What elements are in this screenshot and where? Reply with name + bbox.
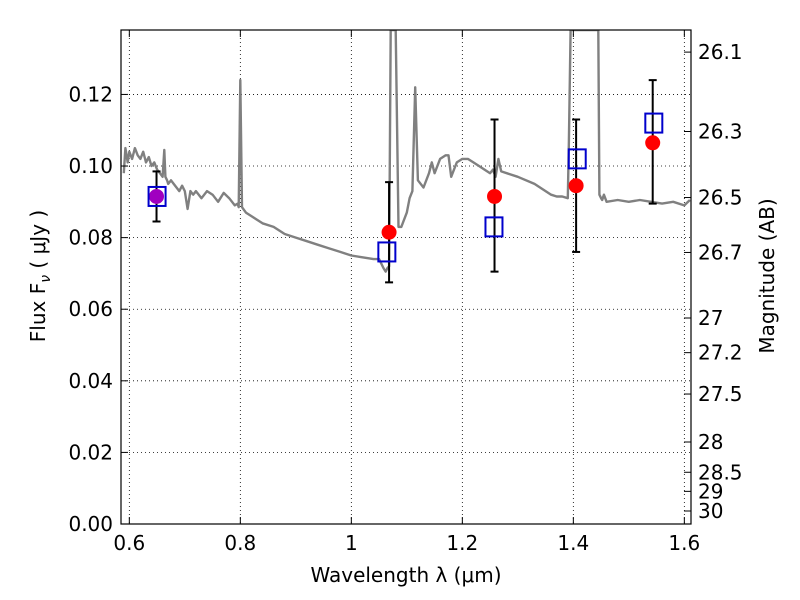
model-band-point	[377, 241, 397, 263]
y-tick-label: 0.00	[68, 512, 113, 536]
model-band-point	[484, 216, 504, 238]
photometry-point	[487, 188, 503, 204]
model-spectrum	[122, 30, 691, 273]
y-axis-label-subscript: ν	[38, 275, 54, 283]
y2-tick-label: 27	[698, 306, 723, 330]
x-tick-label: 1	[345, 531, 358, 555]
y2-tick-label: 29	[698, 479, 723, 503]
model-band-point	[147, 185, 167, 207]
x-axis-ticks: 0.6 0.8 1 1.2 1.4 1.6	[113, 30, 700, 555]
x-tick-label: 0.8	[224, 531, 256, 555]
y2-tick-label: 28.5	[698, 460, 743, 484]
photometry-point	[149, 188, 165, 204]
photometry-point	[381, 224, 397, 240]
y-axis-label: Flux Fν ( μJy )	[26, 210, 54, 342]
y2-tick-label: 26.7	[698, 240, 743, 264]
x-tick-label: 1.2	[446, 531, 478, 555]
model-band-points	[147, 112, 664, 263]
y2-tick-label: 26.1	[698, 40, 743, 64]
y2-tick-label: 30	[698, 499, 723, 523]
y-axis-label-unit: ( μJy )	[26, 210, 50, 275]
grid-lines	[121, 30, 691, 525]
y-axis-label-main: Flux F	[26, 283, 50, 342]
y2-tick-label: 27.2	[698, 341, 743, 365]
y2-tick-label: 28	[698, 430, 723, 454]
y2-tick-label: 26.5	[698, 186, 743, 210]
photometry-point	[568, 178, 584, 194]
y-tick-label: 0.08	[68, 226, 113, 250]
y-tick-label: 0.06	[68, 297, 113, 321]
y2-tick-label: 27.5	[698, 382, 743, 406]
plot-frame	[120, 29, 692, 525]
x-tick-label: 0.6	[113, 531, 145, 555]
y-tick-label: 0.10	[68, 154, 113, 178]
photometry-points	[149, 135, 661, 240]
x-tick-label: 1.6	[668, 531, 700, 555]
x-tick-label: 1.4	[557, 531, 589, 555]
photometry-point	[645, 135, 661, 151]
y2-tick-label: 26.3	[698, 119, 743, 143]
y2-axis-label: Magnitude (AB)	[755, 198, 779, 353]
model-spectrum-line	[122, 30, 691, 273]
y-tick-label: 0.12	[68, 82, 113, 106]
y-tick-label: 0.04	[68, 369, 113, 393]
model-band-point	[644, 112, 664, 134]
x-axis-label: Wavelength λ (μm)	[310, 563, 501, 587]
y-tick-label: 0.02	[68, 440, 113, 464]
model-band-point	[567, 148, 587, 170]
y-axis-ticks: 0.00 0.02 0.04 0.06 0.08 0.10 0.12	[68, 82, 128, 536]
